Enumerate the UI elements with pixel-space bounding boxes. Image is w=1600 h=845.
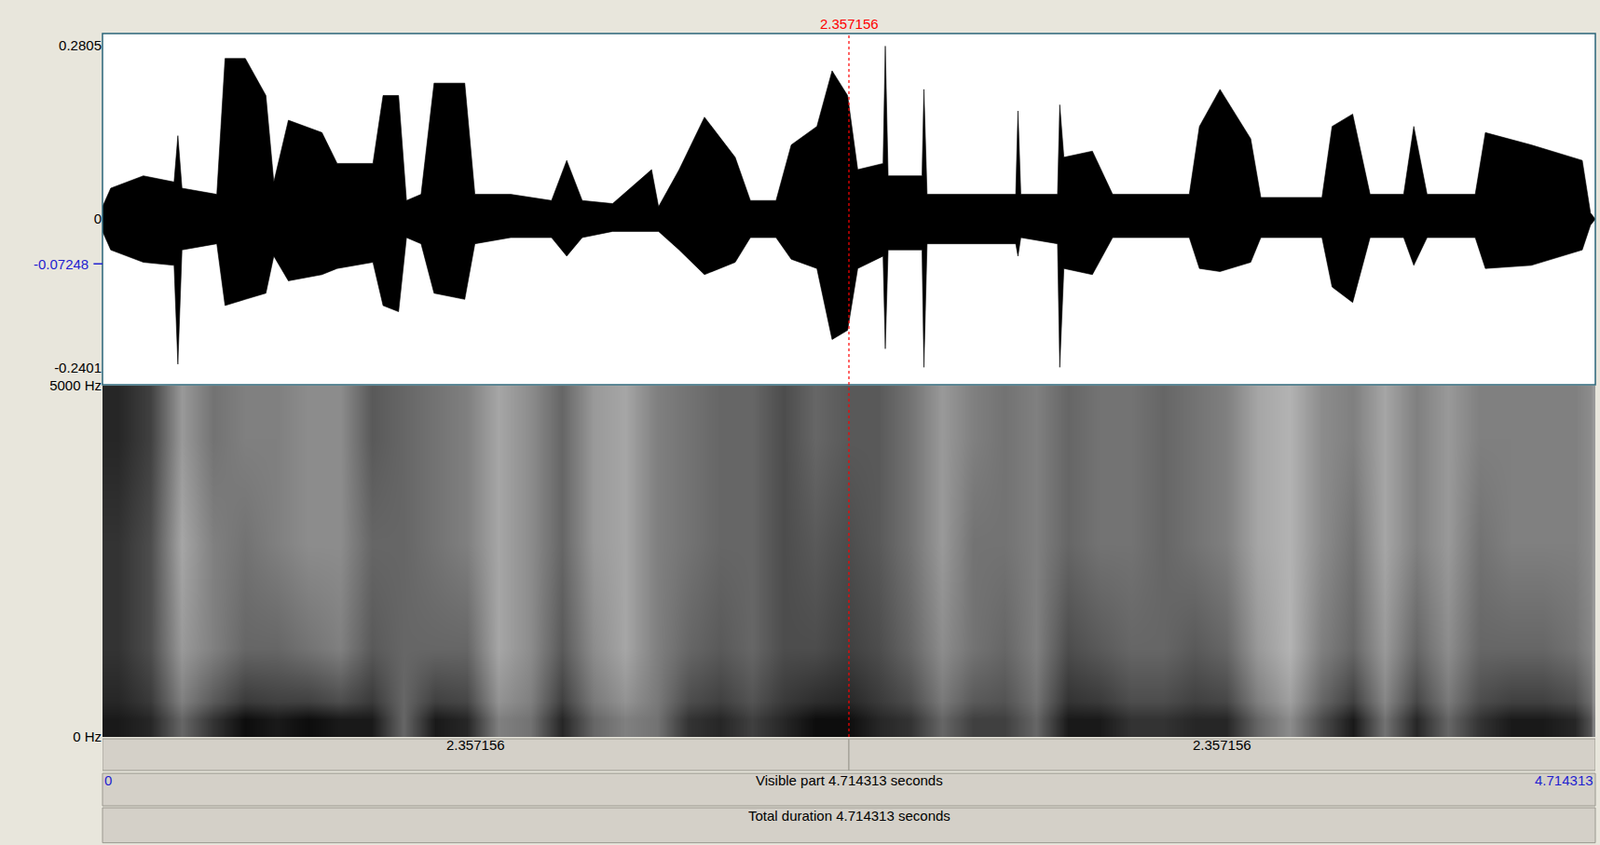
svg-text:0 Hz: 0 Hz [72, 728, 102, 745]
svg-text:-0.2401: -0.2401 [54, 359, 102, 376]
svg-text:-0.07248: -0.07248 [33, 256, 89, 273]
svg-text:0: 0 [104, 772, 112, 789]
svg-text:4.714313: 4.714313 [1534, 772, 1594, 789]
svg-text:0.2805: 0.2805 [58, 37, 102, 54]
svg-text:5000 Hz: 5000 Hz [49, 377, 102, 394]
svg-text:2.357156: 2.357156 [820, 15, 879, 32]
svg-text:2.357156: 2.357156 [446, 737, 506, 753]
svg-text:Visible part 4.714313 seconds: Visible part 4.714313 seconds [755, 772, 944, 789]
svg-text:0: 0 [94, 210, 102, 227]
svg-text:2.357156: 2.357156 [1192, 737, 1252, 753]
svg-text:Total duration 4.714313 second: Total duration 4.714313 seconds [748, 807, 951, 824]
